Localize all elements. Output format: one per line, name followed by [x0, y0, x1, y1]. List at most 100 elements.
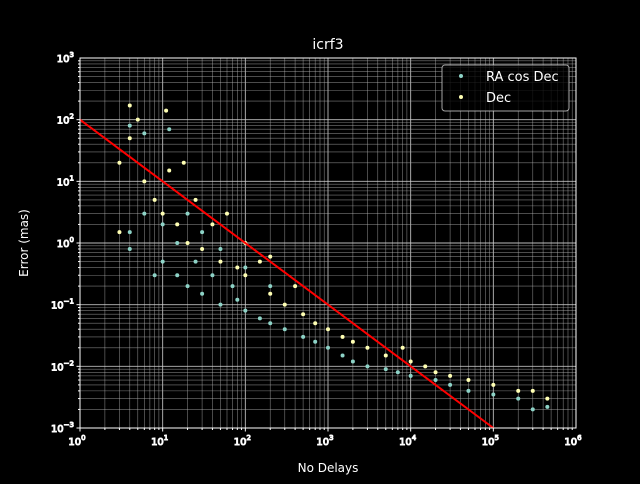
data-point	[326, 345, 330, 350]
x-axis-label: No Delays	[298, 461, 359, 475]
y-tick-label: 103	[57, 51, 74, 65]
x-tick-label: 100	[68, 434, 85, 448]
x-tick-label: 103	[316, 434, 333, 448]
data-point	[185, 211, 190, 216]
data-point	[243, 265, 248, 270]
data-point	[164, 108, 169, 113]
data-point	[127, 103, 132, 108]
data-point	[491, 382, 496, 387]
data-point	[257, 316, 262, 321]
data-point	[218, 246, 223, 251]
reference-line	[79, 118, 494, 429]
data-point	[365, 364, 370, 369]
data-point	[516, 396, 521, 401]
x-tick-label: 102	[234, 434, 251, 448]
data-point	[200, 291, 205, 296]
data-point	[545, 396, 550, 401]
x-tick-label: 101	[151, 434, 168, 448]
data-point	[193, 259, 198, 264]
data-point	[200, 246, 205, 251]
data-point	[243, 273, 248, 278]
data-point	[395, 370, 400, 375]
data-point	[142, 179, 147, 184]
legend: RA cos Dec Dec	[441, 64, 570, 112]
data-point	[326, 327, 330, 332]
data-point	[127, 230, 132, 235]
data-point	[185, 241, 190, 245]
data-point	[142, 211, 147, 216]
data-point	[135, 117, 140, 122]
data-point	[175, 273, 180, 278]
data-point	[167, 168, 172, 173]
data-point	[210, 222, 215, 227]
data-point	[491, 392, 496, 397]
data-point	[293, 284, 298, 289]
data-point	[423, 364, 428, 369]
data-point	[350, 359, 355, 364]
data-point	[224, 211, 229, 216]
data-point	[313, 339, 318, 344]
data-points	[117, 103, 550, 412]
data-point	[127, 246, 132, 251]
data-point	[301, 334, 306, 339]
legend-label: Dec	[486, 91, 511, 106]
data-point	[400, 345, 405, 350]
data-point	[545, 404, 550, 409]
legend-marker	[459, 74, 463, 78]
data-point	[466, 378, 471, 383]
data-point	[340, 334, 345, 339]
data-point	[152, 197, 157, 202]
y-tick-label: 10−2	[51, 359, 74, 373]
y-axis-label: Error (mas)	[17, 209, 31, 277]
legend-label: RA cos Dec	[486, 70, 559, 85]
y-tick-label: 10−3	[51, 421, 74, 435]
data-point	[516, 388, 521, 393]
data-point	[257, 259, 262, 264]
data-point	[365, 345, 370, 350]
data-point	[181, 160, 186, 165]
data-point	[230, 284, 235, 289]
data-point	[466, 388, 471, 393]
data-point	[152, 273, 157, 278]
axis-ticks: 100 101 102 103 104 105 106 10−3 10−2 10−1 100 101 1…	[50, 51, 582, 449]
chart-title: icrf3	[312, 37, 343, 53]
x-tick-label: 104	[399, 434, 417, 448]
data-point	[210, 273, 215, 278]
data-point	[127, 123, 132, 128]
legend-box	[441, 64, 570, 112]
data-point	[383, 353, 388, 358]
data-point	[448, 373, 453, 378]
data-point	[200, 230, 205, 235]
data-point	[127, 136, 132, 141]
data-point	[530, 407, 535, 412]
data-point	[313, 321, 318, 326]
data-point	[235, 265, 240, 270]
data-point	[268, 254, 273, 259]
data-point	[160, 222, 165, 227]
data-point	[218, 259, 223, 264]
data-point	[142, 131, 147, 136]
y-tick-label: 100	[57, 236, 74, 250]
x-tick-label: 106	[564, 434, 582, 448]
fit-line	[79, 118, 494, 429]
data-point	[448, 382, 453, 387]
legend-marker	[459, 95, 463, 99]
data-point	[193, 197, 198, 202]
x-tick-label: 105	[482, 434, 499, 448]
data-point	[340, 353, 345, 358]
data-point	[185, 284, 190, 289]
data-point	[433, 378, 438, 383]
y-tick-label: 10−1	[51, 298, 74, 312]
data-point	[117, 160, 122, 165]
data-point	[160, 259, 165, 264]
data-point	[268, 291, 273, 296]
series-dec	[117, 103, 550, 401]
y-tick-label: 101	[57, 174, 74, 188]
data-point	[218, 302, 223, 307]
data-point	[408, 373, 413, 378]
data-point	[268, 321, 273, 326]
grid	[79, 58, 576, 429]
data-point	[175, 222, 180, 227]
data-point	[268, 284, 273, 289]
